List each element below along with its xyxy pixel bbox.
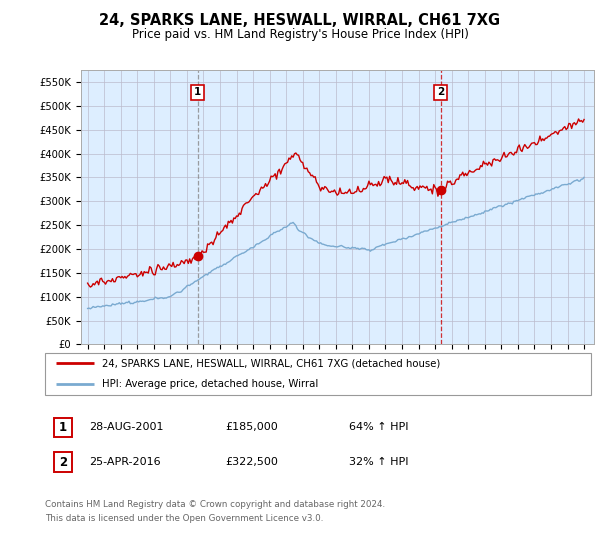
Text: 2: 2 [437,87,444,97]
Text: HPI: Average price, detached house, Wirral: HPI: Average price, detached house, Wirr… [103,379,319,389]
Text: 25-APR-2016: 25-APR-2016 [89,457,160,467]
FancyBboxPatch shape [54,452,72,472]
Text: 64% ↑ HPI: 64% ↑ HPI [349,422,409,432]
Text: 1: 1 [59,421,67,434]
Text: 28-AUG-2001: 28-AUG-2001 [89,422,163,432]
Text: 2: 2 [59,455,67,469]
Text: 24, SPARKS LANE, HESWALL, WIRRAL, CH61 7XG: 24, SPARKS LANE, HESWALL, WIRRAL, CH61 7… [100,13,500,28]
FancyBboxPatch shape [45,353,591,395]
Text: 24, SPARKS LANE, HESWALL, WIRRAL, CH61 7XG (detached house): 24, SPARKS LANE, HESWALL, WIRRAL, CH61 7… [103,358,441,368]
Text: Price paid vs. HM Land Registry's House Price Index (HPI): Price paid vs. HM Land Registry's House … [131,28,469,41]
Text: Contains HM Land Registry data © Crown copyright and database right 2024.: Contains HM Land Registry data © Crown c… [45,500,385,508]
Text: £322,500: £322,500 [225,457,278,467]
Text: 1: 1 [194,87,201,97]
Text: £185,000: £185,000 [225,422,278,432]
Text: This data is licensed under the Open Government Licence v3.0.: This data is licensed under the Open Gov… [45,514,323,523]
FancyBboxPatch shape [54,418,72,437]
Text: 32% ↑ HPI: 32% ↑ HPI [349,457,409,467]
